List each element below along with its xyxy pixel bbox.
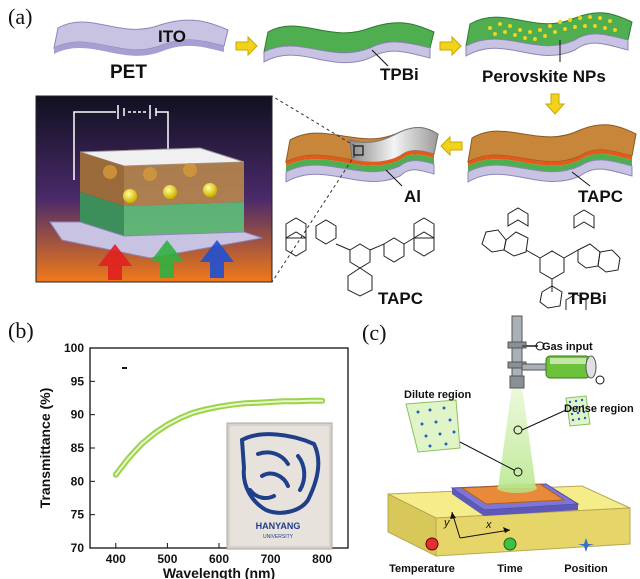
tpbi-molecule xyxy=(481,207,621,310)
tpbi-molecule-label: TPBi xyxy=(568,289,607,308)
step5-al xyxy=(285,127,439,183)
tpbi-label: TPBi xyxy=(380,65,419,84)
arrow-icon xyxy=(439,35,462,57)
temperature-icon xyxy=(425,537,439,551)
axis-y-label: y xyxy=(443,517,451,529)
y-axis-label: Transmittance (%) xyxy=(37,388,53,509)
y-tick-label: 75 xyxy=(71,508,85,522)
x-tick-label: 700 xyxy=(261,552,281,566)
ito-label: ITO xyxy=(158,27,186,46)
dilute-region-label: Dilute region xyxy=(404,389,472,401)
axis-x-label: x xyxy=(485,519,492,531)
small-mark xyxy=(122,367,127,369)
panel-b-label: (b) xyxy=(8,318,34,343)
y-tick-label: 100 xyxy=(64,341,84,355)
panel-c-figure: x y Gas input Dilute region xyxy=(387,315,634,575)
tapc-molecule-label: TAPC xyxy=(378,289,423,308)
y-tick-label: 85 xyxy=(71,441,85,455)
step2-tpbi xyxy=(263,22,435,64)
x-tick-label: 500 xyxy=(157,552,177,566)
y-tick-label: 95 xyxy=(71,374,85,388)
x-tick-label: 800 xyxy=(312,552,332,566)
zoom-line xyxy=(271,154,356,283)
dilute-region-inset xyxy=(405,399,515,471)
zoom-line xyxy=(271,95,356,147)
perovskite-label: Perovskite NPs xyxy=(482,67,606,86)
x-tick-label: 400 xyxy=(106,552,126,566)
panel-a-label: (a) xyxy=(8,4,33,29)
tapc-label: TAPC xyxy=(578,187,623,206)
step3-perovskite xyxy=(465,12,633,57)
time-icon xyxy=(503,537,517,551)
inset-text: HANYANG xyxy=(256,521,301,531)
y-tick-label: 80 xyxy=(71,474,85,488)
tapc-molecule xyxy=(285,217,435,297)
inset-subtext: UNIVERSITY xyxy=(263,534,294,540)
legend-temperature: Temperature xyxy=(389,563,455,575)
device-closeup xyxy=(35,95,273,283)
dense-region-label: Dense region xyxy=(564,403,634,415)
gas-input-label: Gas input xyxy=(542,341,593,353)
step1-substrate xyxy=(53,19,229,56)
transmittance-chart: 70 75 80 85 90 95 100 400 500 600 700 800 Transmit… xyxy=(37,341,349,579)
step4-tapc xyxy=(467,124,637,183)
position-icon xyxy=(578,538,594,552)
pet-label: PET xyxy=(110,62,147,83)
dense-region-inset xyxy=(521,395,591,431)
lion-logo-icon xyxy=(239,432,321,515)
y-tick-label: 70 xyxy=(71,541,85,555)
arrow-down-icon xyxy=(544,93,566,115)
al-label: Al xyxy=(404,187,421,206)
panel-a-figure: ITO PET TPBi Perovskite NPs xyxy=(35,12,637,310)
x-axis-label: Wavelength (nm) xyxy=(163,565,275,579)
arrow-icon xyxy=(235,35,258,57)
spray-cone xyxy=(498,386,536,488)
legend-position: Position xyxy=(564,563,608,575)
spray-nozzle xyxy=(507,315,597,389)
y-tick-label: 90 xyxy=(71,408,85,422)
panel-c-label: (c) xyxy=(362,320,387,345)
arrow-left-icon xyxy=(440,135,463,157)
x-tick-label: 600 xyxy=(209,552,229,566)
inset-photo: HANYANG UNIVERSITY xyxy=(226,422,333,550)
series-line-highlight xyxy=(114,399,324,476)
legend-time: Time xyxy=(497,563,522,575)
